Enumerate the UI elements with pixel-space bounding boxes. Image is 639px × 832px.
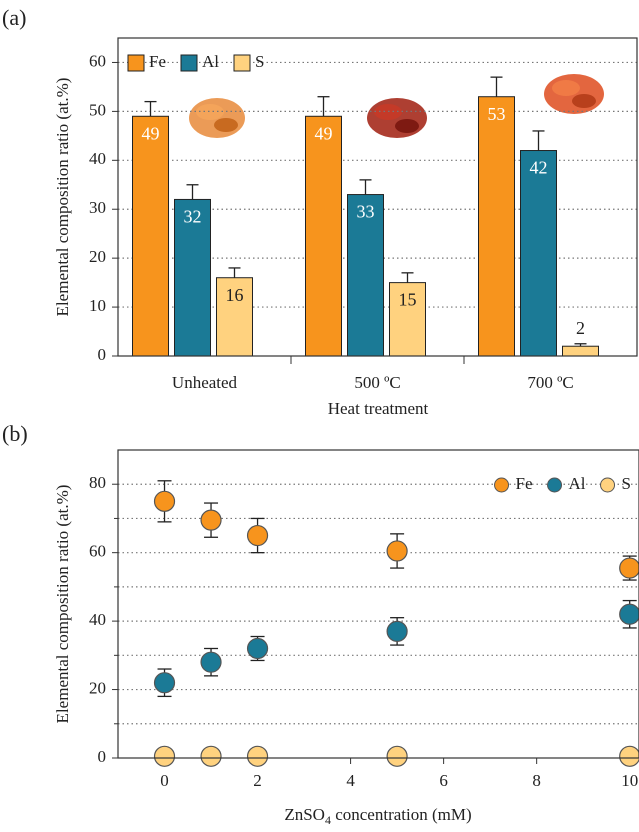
y-tick-label: 50	[89, 100, 106, 119]
bar	[478, 96, 515, 357]
bar	[347, 194, 384, 357]
x-tick-label: 6	[439, 771, 448, 790]
legend-label: Al	[569, 474, 586, 493]
y-axis-label: Elemental composition ratio (at.%)	[53, 78, 72, 317]
x-axis-label: ZnSO4 concentration (mM)	[284, 805, 471, 827]
legend-marker	[600, 477, 616, 493]
x-axis-label-part: concentration (mM)	[331, 805, 472, 824]
bar	[389, 282, 426, 357]
value-label: 42	[530, 158, 548, 178]
y-tick-label: 40	[89, 610, 106, 629]
legend-label: S	[622, 474, 631, 493]
legend-marker	[547, 477, 563, 493]
value-label: 2	[576, 318, 585, 338]
point	[386, 745, 408, 767]
value-label: 49	[142, 123, 160, 143]
value-label: 53	[488, 104, 506, 124]
y-tick-label: 60	[89, 542, 106, 561]
x-tick-label: 700 ºC	[527, 373, 573, 392]
y-tick-label: 20	[89, 678, 106, 697]
x-tick-label: Unheated	[172, 373, 238, 392]
value-label: 15	[399, 290, 417, 310]
x-tick-label: 0	[160, 771, 169, 790]
y-tick-label: 30	[89, 198, 106, 217]
plot-frame	[117, 37, 638, 357]
value-label: 16	[226, 285, 244, 305]
point	[619, 557, 639, 579]
value-label: 32	[184, 207, 202, 227]
plot-frame	[117, 449, 639, 759]
point	[246, 524, 269, 547]
y-tick-label: 0	[98, 747, 107, 766]
y-tick-label: 60	[89, 51, 106, 70]
point	[246, 637, 269, 660]
y-tick-label: 40	[89, 149, 106, 168]
x-axis-label-sub: 4	[325, 813, 331, 827]
bar	[520, 150, 557, 357]
x-tick-label: 10	[621, 771, 638, 790]
value-label: 33	[357, 202, 375, 222]
bar	[174, 198, 211, 357]
bar	[305, 115, 342, 357]
legend-swatch	[233, 54, 251, 72]
point	[200, 509, 222, 531]
point	[153, 490, 176, 512]
point	[200, 745, 222, 767]
x-axis-label: Heat treatment	[328, 399, 429, 418]
panel-label: (b)	[2, 421, 28, 446]
legend-label: S	[255, 52, 264, 71]
panel-label: (a)	[2, 5, 26, 30]
x-tick-label: 8	[532, 771, 541, 790]
point	[386, 540, 408, 562]
point	[246, 745, 269, 767]
point	[619, 745, 639, 767]
y-tick-label: 80	[89, 473, 106, 492]
x-tick-label: 2	[253, 771, 262, 790]
y-axis-label: Elemental composition ratio (at.%)	[53, 485, 72, 724]
point	[153, 745, 176, 767]
legend-swatch	[180, 54, 198, 72]
pigment-photo	[189, 74, 604, 138]
bar	[216, 277, 253, 357]
point	[386, 620, 408, 642]
legend-swatch	[127, 54, 145, 72]
legend-marker	[494, 477, 510, 493]
y-tick-label: 20	[89, 247, 106, 266]
bar	[562, 345, 599, 357]
value-label: 49	[315, 123, 333, 143]
x-axis-label-part: ZnSO	[284, 805, 325, 824]
point	[619, 603, 639, 625]
x-tick-label: 4	[346, 771, 355, 790]
legend-label: Al	[202, 52, 219, 71]
legend-label: Fe	[516, 474, 533, 493]
x-tick-label: 500 ºC	[354, 373, 400, 392]
point	[153, 672, 176, 694]
point	[200, 651, 222, 673]
y-tick-label: 0	[98, 345, 107, 364]
legend-label: Fe	[149, 52, 166, 71]
y-tick-label: 10	[89, 296, 106, 315]
bar	[132, 115, 169, 357]
